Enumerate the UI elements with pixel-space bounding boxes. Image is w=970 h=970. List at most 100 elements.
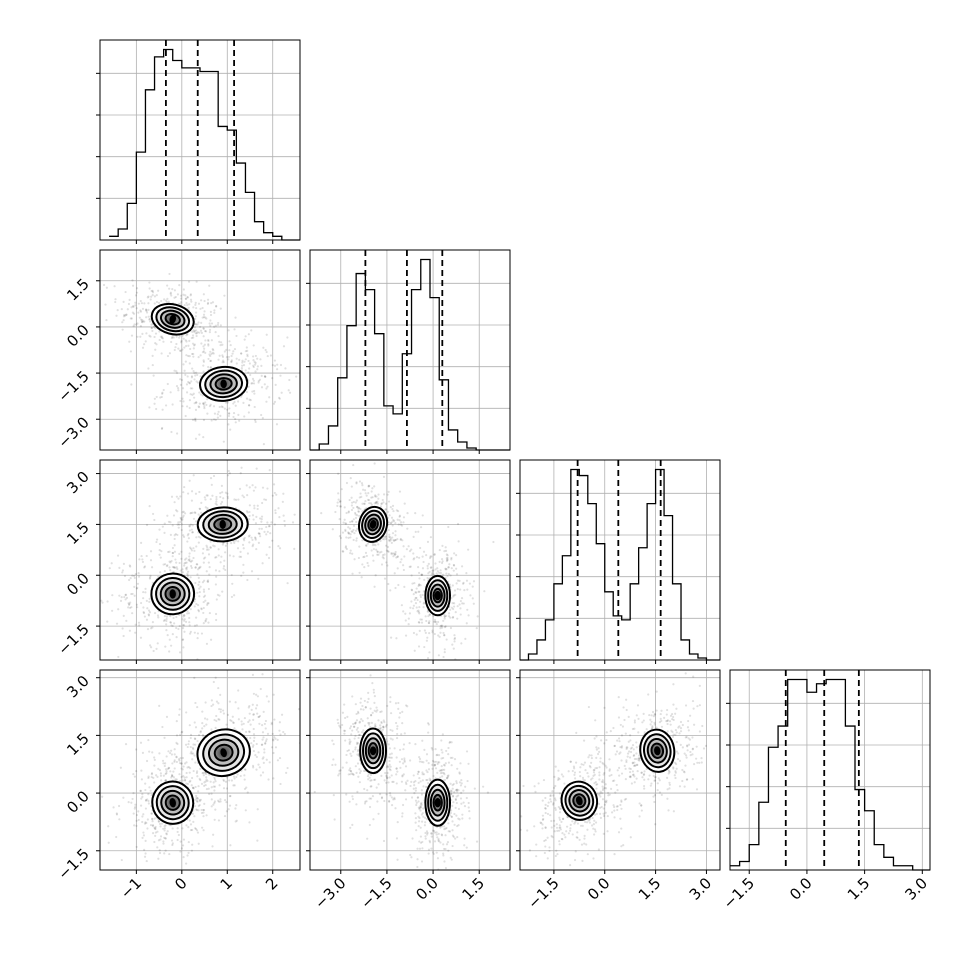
sample-point [355,771,358,774]
sample-point [382,493,386,496]
sample-point [544,838,547,842]
sample-point [240,720,243,723]
sample-point [198,798,201,802]
sample-point [619,723,622,727]
sample-point [200,342,203,345]
sample-point [343,729,347,732]
sample-point [382,839,386,843]
sample-point [447,572,451,576]
sample-point [215,495,218,499]
sample-point [188,362,191,365]
sample-point [220,341,223,344]
sample-point [377,543,380,546]
sample-point [584,820,587,824]
sample-point [588,821,591,824]
sample-point [451,804,454,807]
sample-point [430,847,433,850]
sample-point [279,782,282,786]
sample-point [383,721,386,724]
sample-point [266,732,270,736]
sample-point [162,774,165,777]
sample-point [221,491,224,494]
sample-point [433,829,436,833]
sample-point [181,768,184,771]
sample-point [450,809,453,812]
sample-point [252,733,256,736]
sample-point [443,615,446,618]
sample-point [169,533,172,536]
sample-point [293,547,296,550]
sample-point [417,806,421,809]
sample-point [668,787,671,790]
sample-point [178,759,181,762]
sample-point [253,392,256,395]
sample-point [221,405,224,409]
sample-point [557,805,560,809]
sample-point [468,810,471,813]
sample-point [396,555,400,558]
sample-point [210,786,213,789]
sample-point [141,558,144,561]
sample-point [440,833,443,836]
sample-point [147,315,150,318]
sample-point [198,800,202,803]
sample-point [193,754,196,757]
sample-point [355,803,358,806]
sample-point [445,777,449,780]
sample-point [244,768,247,771]
sample-point [418,583,421,586]
sample-point [423,824,426,827]
sample-point [170,839,174,842]
sample-point [147,614,151,617]
sample-point [179,757,182,760]
sample-point [178,561,181,565]
sample-point [426,778,429,782]
sample-point [643,770,646,773]
sample-point [558,843,561,846]
sample-point [114,300,117,304]
sample-point [189,608,192,611]
sample-point [205,776,208,779]
sample-point [203,405,206,408]
sample-point [254,522,258,525]
sample-point [199,565,202,568]
sample-point [653,779,656,782]
sample-point [253,405,256,409]
sample-point [466,588,469,591]
sample-point [218,405,221,409]
sample-point [102,283,106,287]
sample-point [188,558,191,561]
sample-point [259,358,262,361]
sample-point [182,363,185,366]
sample-point [116,554,120,557]
sample-point [426,770,429,774]
sample-point [401,539,404,542]
sample-point [189,347,192,351]
sample-point [194,511,197,515]
sample-point [204,351,207,355]
sample-point [344,522,348,525]
sample-point [124,593,127,597]
sample-point [419,841,423,844]
sample-point [363,489,367,492]
sample-point [417,800,420,803]
sample-point [387,582,390,586]
sample-point [338,517,341,521]
sample-point [344,739,347,742]
sample-point [198,406,201,409]
sample-point [268,469,271,472]
sample-point [377,493,380,496]
sample-point [458,781,461,784]
sample-point [183,369,186,372]
sample-point [245,786,248,789]
sample-point [170,773,174,776]
sample-point [221,361,224,364]
sample-point [368,721,371,725]
sample-point [192,748,195,751]
sample-point [410,574,413,577]
sample-point [388,763,391,766]
sample-point [187,532,190,536]
sample-point [285,771,288,774]
sample-point [242,563,245,566]
sample-point [476,615,479,618]
